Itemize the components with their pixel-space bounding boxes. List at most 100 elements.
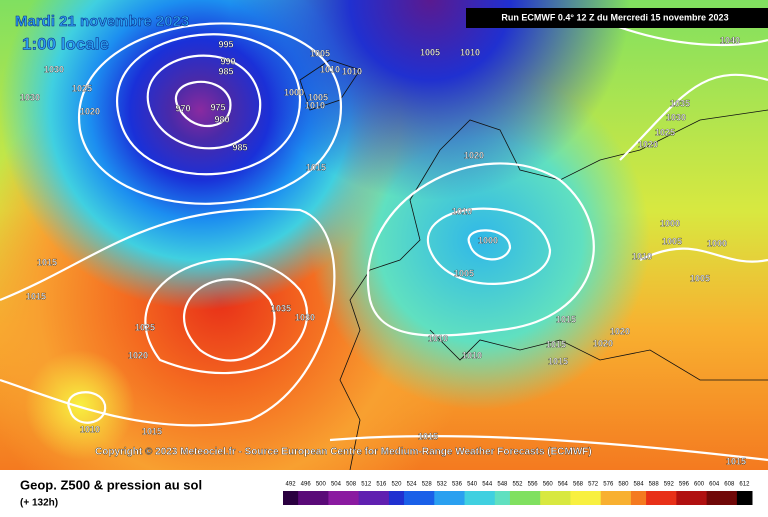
colorbar-tick-label: 492 xyxy=(286,482,297,488)
colorbar: 492 496 500 504 508 512 516 520 524 528 532 536 540 5… xyxy=(283,482,753,505)
isobar-label: 1040 xyxy=(720,35,740,45)
isobar-label: 1025 xyxy=(72,83,92,93)
colorbar-swatch xyxy=(721,491,738,505)
colorbar-swatch xyxy=(540,491,556,505)
colorbar-swatch xyxy=(509,491,526,505)
isobar-label: 1000 xyxy=(284,87,304,97)
isobar-label: 1020 xyxy=(128,350,148,360)
isobar-label: 1015 xyxy=(306,162,326,172)
isobar-label: 1015 xyxy=(726,456,746,466)
colorbar-swatch xyxy=(691,491,708,505)
colorbar-swatch xyxy=(479,491,496,505)
colorbar-swatch xyxy=(661,491,677,505)
colorbar-swatch xyxy=(343,491,360,505)
isobar-label: 1010 xyxy=(342,66,362,76)
colorbar-swatch xyxy=(449,491,466,505)
colorbar-tick-label: 500 xyxy=(316,482,327,488)
isobar-label: 1005 xyxy=(690,273,710,283)
run-info: Run ECMWF 0.4° 12 Z du Mercredi 15 novem… xyxy=(501,12,728,22)
colorbar-swatch xyxy=(736,491,753,505)
colorbar-tick-label: 568 xyxy=(573,482,584,488)
isobar-label: 1020 xyxy=(610,326,630,336)
colorbar-tick-label: 580 xyxy=(618,482,629,488)
isobar-label: 1015 xyxy=(548,356,568,366)
colorbar-tick-label: 552 xyxy=(512,482,523,488)
isobar-label: 985 xyxy=(218,66,233,76)
colorbar-swatch xyxy=(313,491,329,505)
isobar-label: 985 xyxy=(232,142,247,152)
colorbar-swatch xyxy=(283,491,299,505)
colorbar-swatch xyxy=(570,491,587,505)
isobar-label: 980 xyxy=(214,114,229,124)
isobar-label: 1005 xyxy=(454,268,474,278)
forecast-date: Mardi 21 novembre 2023 xyxy=(15,13,189,30)
colorbar-swatch xyxy=(388,491,405,505)
run-box xyxy=(466,8,768,28)
isobar-label: 975 xyxy=(210,102,225,112)
colorbar-swatch xyxy=(328,491,345,505)
colorbar-swatch xyxy=(373,491,390,505)
colorbar-tick-label: 508 xyxy=(346,482,357,488)
footer-title: Geop. Z500 & pression au sol xyxy=(20,477,202,492)
isobar-label: 1030 xyxy=(666,112,686,122)
isobar-label: 990 xyxy=(220,56,235,66)
colorbar-swatch xyxy=(358,491,375,505)
colorbar-tick-label: 528 xyxy=(422,482,433,488)
colorbar-tick-label: 556 xyxy=(528,482,539,488)
colorbar-tick-label: 596 xyxy=(679,482,690,488)
colorbar-tick-label: 540 xyxy=(467,482,478,488)
isobar-label: 1010 xyxy=(452,206,472,216)
isobar-label: 1020 xyxy=(593,338,613,348)
colorbar-tick-label: 588 xyxy=(649,482,660,488)
isobar-label: 1020 xyxy=(638,139,658,149)
isobar-label: 1020 xyxy=(80,106,100,116)
isobar-label: 1035 xyxy=(271,303,291,313)
colorbar-swatch xyxy=(525,491,541,505)
isobar-label: 1010 xyxy=(320,64,340,74)
isobar-label: 1005 xyxy=(420,47,440,57)
isobar-label: 1005 xyxy=(310,48,330,58)
colorbar-swatch xyxy=(630,491,647,505)
colorbar-tick-label: 576 xyxy=(603,482,614,488)
colorbar-swatch xyxy=(298,491,314,505)
colorbar-swatch xyxy=(464,491,481,505)
isobar-label: 1000 xyxy=(478,235,498,245)
isobar-label: 1015 xyxy=(556,314,576,324)
colorbar-tick-label: 520 xyxy=(391,482,402,488)
isobar-label: 995 xyxy=(218,39,233,49)
colorbar-tick-label: 560 xyxy=(543,482,554,488)
isobar-label: 1030 xyxy=(295,312,315,322)
isobar-label: 1025 xyxy=(655,127,675,137)
isobar-label: 1005 xyxy=(662,236,682,246)
copyright: Copyright © 2023 Meteociel.fr - Source E… xyxy=(95,447,592,458)
colorbar-swatch xyxy=(615,491,632,505)
isobar-label: 1010 xyxy=(305,100,325,110)
colorbar-tick-label: 548 xyxy=(497,482,508,488)
isobar-label: 1015 xyxy=(26,291,46,301)
colorbar-tick-label: 592 xyxy=(664,482,675,488)
colorbar-tick-label: 572 xyxy=(588,482,599,488)
isobar-label: 1010 xyxy=(462,350,482,360)
colorbar-tick-label: 496 xyxy=(301,482,312,488)
isobar-label: 1010 xyxy=(80,424,100,434)
isobar-label: 1010 xyxy=(632,251,652,261)
colorbar-swatch xyxy=(676,491,692,505)
colorbar-swatch xyxy=(555,491,571,505)
map xyxy=(0,0,768,471)
isobar-label: 1010 xyxy=(428,333,448,343)
colorbar-swatch xyxy=(646,491,662,505)
colorbar-swatch xyxy=(494,491,511,505)
colorbar-tick-label: 584 xyxy=(634,482,645,488)
colorbar-tick-label: 604 xyxy=(709,482,720,488)
colorbar-tick-label: 532 xyxy=(437,482,448,488)
isobar-label: 970 xyxy=(175,103,190,113)
colorbar-tick-label: 536 xyxy=(452,482,463,488)
colorbar-swatch xyxy=(706,491,723,505)
colorbar-swatch xyxy=(600,491,617,505)
colorbar-tick-label: 608 xyxy=(724,482,735,488)
colorbar-swatch xyxy=(434,491,450,505)
colorbar-tick-label: 504 xyxy=(331,482,342,488)
isobar-label: 1000 xyxy=(707,238,727,248)
